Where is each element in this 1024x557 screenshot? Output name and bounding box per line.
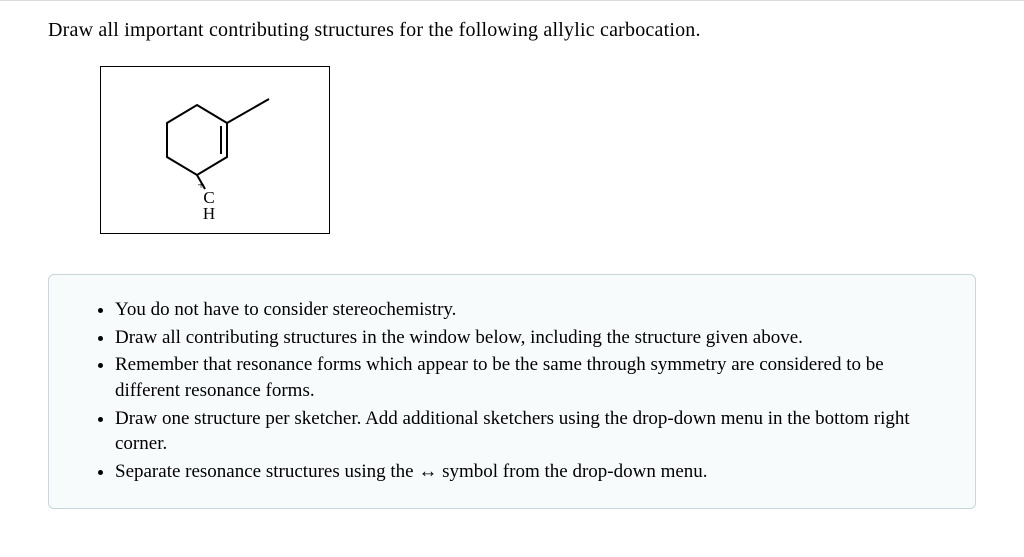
instruction-item: Separate resonance structures using the …	[115, 459, 947, 485]
instruction-item: Draw all contributing structures in the …	[115, 325, 947, 351]
instruction-item: Draw one structure per sketcher. Add add…	[115, 406, 947, 457]
substituent-line	[227, 99, 269, 123]
content-wrapper: Draw all important contributing structur…	[0, 1, 1024, 509]
instruction-item: Remember that resonance forms which appe…	[115, 352, 947, 403]
chemical-structure-svg: + C H	[101, 67, 331, 235]
hydrogen-label: H	[203, 204, 215, 223]
ring-hexagon	[167, 105, 227, 175]
question-title: Draw all important contributing structur…	[48, 19, 976, 42]
instructions-panel: You do not have to consider stereochemis…	[48, 274, 976, 509]
chemical-structure-box: + C H	[100, 66, 330, 234]
instructions-list: You do not have to consider stereochemis…	[91, 297, 947, 484]
instruction-item: You do not have to consider stereochemis…	[115, 297, 947, 323]
